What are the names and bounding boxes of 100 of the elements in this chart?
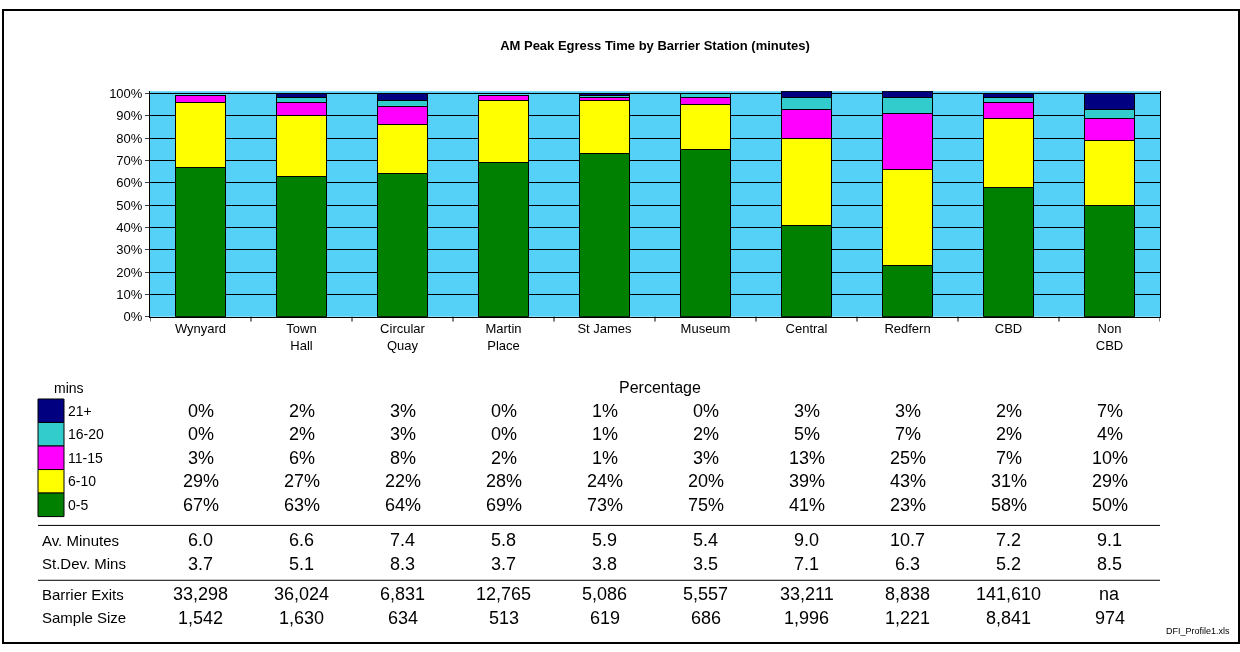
data-label: 67% <box>183 495 220 515</box>
text: 6.3 <box>895 554 921 574</box>
text: 6.0 <box>188 530 214 550</box>
data-label: 22% <box>385 471 422 491</box>
text: 7.1 <box>794 554 820 574</box>
y-tick-label: 50% <box>116 197 143 213</box>
data-label: 43% <box>890 471 927 491</box>
text: 6,831 <box>380 584 426 604</box>
text: 8,841 <box>986 608 1032 628</box>
data-label: 2% <box>996 401 1023 421</box>
data-label: 23% <box>890 495 927 515</box>
data-label: 2% <box>693 424 720 444</box>
data-label: 4% <box>1097 424 1124 444</box>
data-label: 8% <box>390 448 417 468</box>
x-tick-label: Central <box>785 321 828 337</box>
text: 33,211 <box>780 584 834 604</box>
text: 5.9 <box>592 530 618 550</box>
text: 5.8 <box>491 530 517 550</box>
x-tick-label: Martin Place <box>485 321 522 354</box>
data-label: 27% <box>284 471 321 491</box>
data-label: 2% <box>289 424 316 444</box>
x-tick-label: Redfern <box>884 321 931 337</box>
x-tick-label: Non CBD <box>1095 321 1124 354</box>
text: 3.7 <box>188 554 214 574</box>
data-label: 0% <box>491 401 518 421</box>
legend-label: 0-5 <box>68 497 89 513</box>
legend-label: 11-15 <box>68 450 103 466</box>
text: 7.4 <box>390 530 416 550</box>
data-label: 28% <box>486 471 523 491</box>
x-tick-label: Museum <box>680 321 731 337</box>
data-label: 2% <box>996 424 1023 444</box>
text: 5.2 <box>996 554 1022 574</box>
text: 9.1 <box>1097 530 1123 550</box>
text: 686 <box>691 608 722 628</box>
data-label: 0% <box>491 424 518 444</box>
text: 33,298 <box>173 584 229 604</box>
data-label: 1% <box>592 424 619 444</box>
text: Percentage <box>619 379 701 396</box>
text: 1,221 <box>885 608 931 628</box>
text: 8.3 <box>390 554 416 574</box>
text: 6.6 <box>289 530 315 550</box>
text: 3.5 <box>693 554 719 574</box>
data-label: 3% <box>895 401 922 421</box>
data-label: 13% <box>789 448 826 468</box>
y-tick-label: 100% <box>109 86 143 102</box>
x-tick-label: Wynyard <box>174 321 227 337</box>
text: 1,630 <box>279 608 325 628</box>
text: DFI_Profile1.xls <box>1166 626 1231 636</box>
data-label: 3% <box>390 401 417 421</box>
text: 10.7 <box>890 530 926 550</box>
text: 141,610 <box>976 584 1042 604</box>
text: 36,024 <box>274 584 330 604</box>
x-tick-label: CBD <box>994 321 1023 337</box>
data-label: 7% <box>1097 401 1124 421</box>
text: 5.1 <box>289 554 315 574</box>
text: 7.2 <box>996 530 1022 550</box>
x-tick-label: Town Hall <box>286 321 317 354</box>
y-tick-label: 10% <box>116 286 143 302</box>
data-label: 5% <box>794 424 821 444</box>
text: 513 <box>489 608 520 628</box>
data-label: 63% <box>284 495 321 515</box>
data-label: 2% <box>491 448 518 468</box>
data-label: 2% <box>289 401 316 421</box>
legend-label: 21+ <box>68 403 92 419</box>
chart-title: AM Peak Egress Time by Barrier Station (minutes) <box>500 37 810 53</box>
data-label: 3% <box>794 401 821 421</box>
data-label: 3% <box>693 448 720 468</box>
y-tick-label: 80% <box>116 130 143 146</box>
legend-label: 6-10 <box>68 473 97 489</box>
y-tick-label: 70% <box>116 152 143 168</box>
data-label: 3% <box>390 424 417 444</box>
y-tick-label: 30% <box>116 242 143 258</box>
text: Sample Size <box>42 609 127 626</box>
legend-label: 16-20 <box>68 426 105 442</box>
y-tick-label: 40% <box>116 219 143 235</box>
data-label: 0% <box>188 401 215 421</box>
data-label: 1% <box>592 401 619 421</box>
text: 5,557 <box>683 584 729 604</box>
text: 3.7 <box>491 554 517 574</box>
text: Av. Minutes <box>42 532 119 549</box>
text: 8.5 <box>1097 554 1123 574</box>
data-label: 75% <box>688 495 725 515</box>
text: 8,838 <box>885 584 931 604</box>
data-label: 69% <box>486 495 523 515</box>
data-label: 10% <box>1092 448 1129 468</box>
text: 12,765 <box>476 584 532 604</box>
data-label: 39% <box>789 471 826 491</box>
x-tick-label: Circular Quay <box>380 321 426 354</box>
text: 1,996 <box>784 608 830 628</box>
text: 974 <box>1095 608 1126 628</box>
data-label: 7% <box>895 424 922 444</box>
data-label: 3% <box>188 448 215 468</box>
data-label: 31% <box>991 471 1028 491</box>
text: 634 <box>388 608 419 628</box>
data-label: 0% <box>188 424 215 444</box>
data-label: 64% <box>385 495 422 515</box>
data-label: 20% <box>688 471 725 491</box>
data-label: 58% <box>991 495 1028 515</box>
x-tick-label: St James <box>577 321 633 337</box>
text: 5.4 <box>693 530 719 550</box>
